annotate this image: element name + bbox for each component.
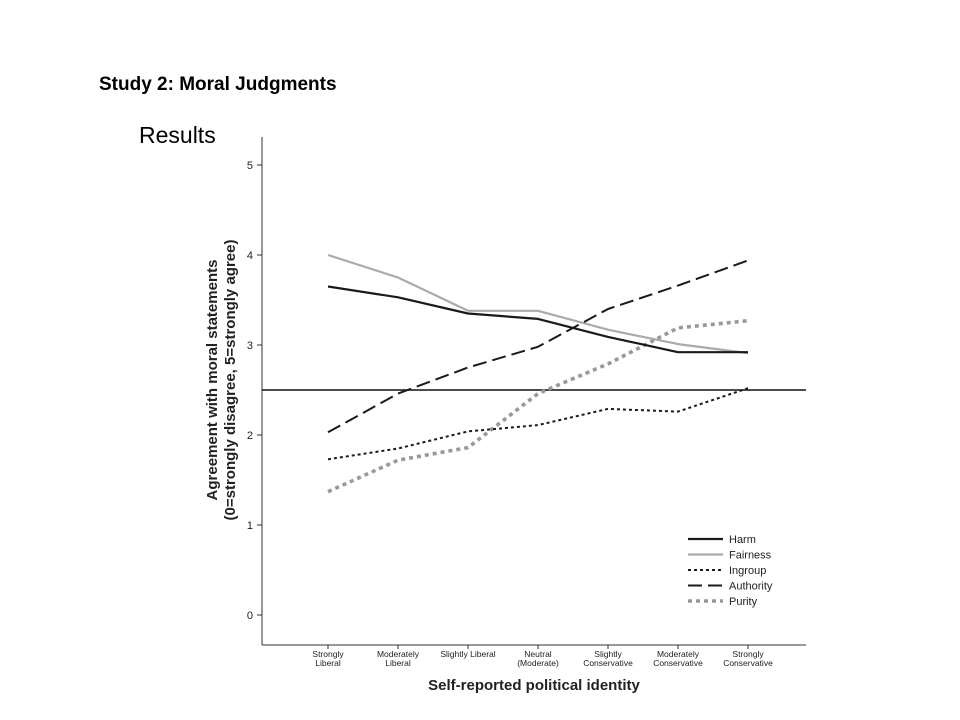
legend-label-harm: Harm — [729, 534, 756, 546]
x-tick-labels: Strongly Liberal Moderately Liberal Slightly… — [312, 645, 773, 668]
series-line-ingroup — [327, 387, 749, 461]
x-axis-title: Self-reported political identity — [428, 677, 640, 694]
y-ticks: 0 1 2 3 4 5 — [247, 160, 262, 622]
x-tick-label: Neutral (Moderate) — [517, 649, 559, 668]
legend-label-authority: Authority — [729, 581, 773, 593]
x-tick-label: Strongly Liberal — [312, 649, 344, 668]
slide-heading: Study 2: Moral Judgments — [99, 74, 337, 95]
y-axis-title-line: (0=strongly disagree, 5=strongly agree) — [222, 240, 239, 521]
series-line-authority — [327, 259, 749, 434]
series-line-harm — [327, 285, 748, 354]
x-tick-label: Slightly Liberal — [440, 649, 495, 659]
x-tick-label: Moderately Liberal — [377, 649, 420, 668]
y-axis-title-line: Agreement with moral statements — [204, 260, 221, 501]
y-tick-label: 0 — [247, 610, 253, 622]
y-tick-label: 4 — [247, 250, 253, 262]
y-tick-label: 5 — [247, 160, 253, 172]
y-tick-label: 2 — [247, 430, 253, 442]
axes — [261, 137, 806, 646]
y-tick-label: 3 — [247, 340, 253, 352]
x-tick-label: Strongly Conservative — [723, 649, 773, 668]
slide-subheading: Results — [139, 122, 216, 148]
x-tick-label: Moderately Conservative — [653, 649, 703, 668]
legend-label-fairness: Fairness — [729, 550, 772, 562]
legend: Harm Fairness Ingroup Authority Purity — [688, 534, 773, 608]
legend-label-purity: Purity — [729, 596, 758, 608]
legend-label-ingroup: Ingroup — [729, 565, 766, 577]
series-group — [327, 253, 749, 494]
axis-titles: Self-reported political identity Agreemen… — [204, 240, 640, 694]
y-axis-title: Agreement with moral statements (0=strong… — [204, 240, 239, 521]
series-line-fairness — [327, 253, 749, 355]
y-tick-label: 1 — [247, 520, 253, 532]
x-tick-label: Slightly Conservative — [583, 649, 633, 668]
